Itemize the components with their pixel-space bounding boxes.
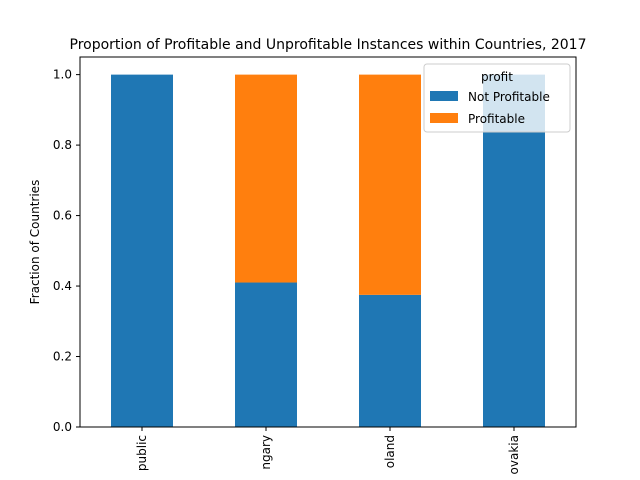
bar-not-profitable-0 [111, 74, 173, 427]
chart-title: Proportion of Profitable and Unprofitabl… [70, 37, 587, 53]
y-tick-label: 1.0 [53, 68, 72, 82]
y-axis: 0.0 0.2 0.4 0.6 0.8 1.0 [53, 68, 80, 434]
legend-swatch-profitable [430, 113, 458, 123]
y-tick-label: 0.2 [53, 350, 72, 364]
y-tick-label: 0.8 [53, 138, 72, 152]
legend: profit Not Profitable Profitable [423, 63, 571, 133]
bar-not-profitable-3 [483, 74, 545, 427]
legend-swatch-not-profitable [430, 91, 458, 101]
x-axis: public ngary oland ovakia [135, 427, 521, 474]
bar-profitable-1 [235, 74, 297, 283]
y-tick-label: 0.4 [53, 279, 72, 293]
bar-profitable-2 [359, 74, 421, 295]
legend-label-not-profitable: Not Profitable [468, 90, 550, 104]
x-tick-label: public [135, 435, 149, 471]
legend-items: Not Profitable Profitable [430, 90, 550, 126]
x-tick-label: oland [383, 435, 397, 468]
bars-group [111, 74, 545, 427]
x-tick-label: ngary [259, 435, 273, 470]
y-tick-label: 0.6 [53, 209, 72, 223]
bar-not-profitable-2 [359, 294, 421, 427]
y-tick-label: 0.0 [53, 420, 72, 434]
plot-frame [79, 56, 577, 428]
legend-box [423, 63, 571, 133]
bar-not-profitable-1 [235, 282, 297, 427]
legend-label-profitable: Profitable [468, 112, 525, 126]
legend-title: profit [481, 70, 513, 84]
y-axis-label: Fraction of Countries [28, 180, 42, 305]
x-tick-label: ovakia [507, 435, 521, 474]
